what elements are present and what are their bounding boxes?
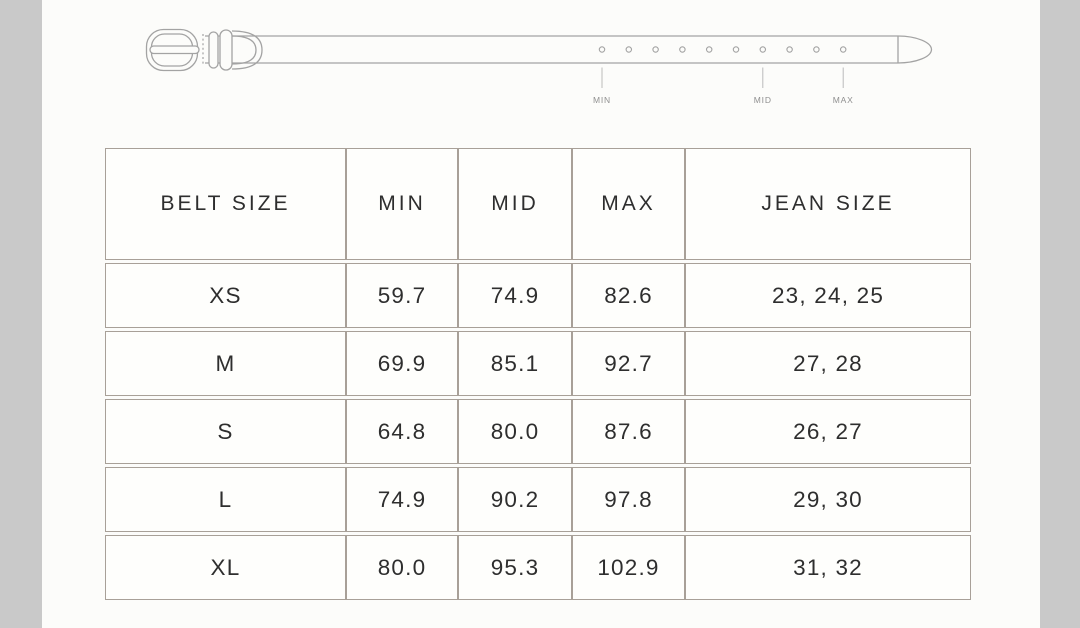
cell-mid: 80.0 xyxy=(458,399,572,464)
cell-max: 102.9 xyxy=(572,535,685,600)
right-letterbox-bar xyxy=(1040,0,1080,628)
col-header-mid: MID xyxy=(458,148,572,260)
belt-strap xyxy=(205,35,933,64)
cell-mid: 85.1 xyxy=(458,331,572,396)
table-row-xl: XL 80.0 95.3 102.9 31, 32 xyxy=(105,535,971,600)
belt-illustration: MIN MID MAX xyxy=(145,28,933,105)
cell-min: 59.7 xyxy=(346,263,458,328)
cell-min: 69.9 xyxy=(346,331,458,396)
cell-mid: 74.9 xyxy=(458,263,572,328)
cell-belt-size: XL xyxy=(105,535,346,600)
left-letterbox-bar xyxy=(0,0,42,628)
cell-min: 64.8 xyxy=(346,399,458,464)
cell-mid: 95.3 xyxy=(458,535,572,600)
cell-belt-size: M xyxy=(105,331,346,396)
cell-max: 87.6 xyxy=(572,399,685,464)
table-row-m: M 69.9 85.1 92.7 27, 28 xyxy=(105,331,971,396)
belt-buckle xyxy=(145,28,200,72)
table-row-s: S 64.8 80.0 87.6 26, 27 xyxy=(105,399,971,464)
cell-belt-size: S xyxy=(105,399,346,464)
cell-jean-size: 26, 27 xyxy=(685,399,971,464)
cell-jean-size: 23, 24, 25 xyxy=(685,263,971,328)
cell-max: 97.8 xyxy=(572,467,685,532)
cell-jean-size: 27, 28 xyxy=(685,331,971,396)
table-row-l: L 74.9 90.2 97.8 29, 30 xyxy=(105,467,971,532)
cell-max: 92.7 xyxy=(572,331,685,396)
cell-jean-size: 29, 30 xyxy=(685,467,971,532)
cell-belt-size: XS xyxy=(105,263,346,328)
cell-max: 82.6 xyxy=(572,263,685,328)
cell-mid: 90.2 xyxy=(458,467,572,532)
max-callout-label: MAX xyxy=(833,95,854,105)
buckle-prong xyxy=(149,45,200,55)
col-header-max: MAX xyxy=(572,148,685,260)
col-header-jean-size: JEAN SIZE xyxy=(685,148,971,260)
belt-keeper-loops xyxy=(208,29,263,71)
min-callout-label: MIN xyxy=(593,95,611,105)
callout-ticks xyxy=(601,67,844,88)
belt-holes xyxy=(598,46,847,53)
belt-tip xyxy=(897,35,933,64)
col-header-min: MIN xyxy=(346,148,458,260)
cell-jean-size: 31, 32 xyxy=(685,535,971,600)
cell-belt-size: L xyxy=(105,467,346,532)
mid-callout-label: MID xyxy=(754,95,772,105)
cell-min: 74.9 xyxy=(346,467,458,532)
belt-size-table: BELT SIZE MIN MID MAX JEAN SIZE XS 59.7 … xyxy=(105,145,971,603)
col-header-belt-size: BELT SIZE xyxy=(105,148,346,260)
table-header-row: BELT SIZE MIN MID MAX JEAN SIZE xyxy=(105,148,971,260)
table-row-xs: XS 59.7 74.9 82.6 23, 24, 25 xyxy=(105,263,971,328)
cell-min: 80.0 xyxy=(346,535,458,600)
